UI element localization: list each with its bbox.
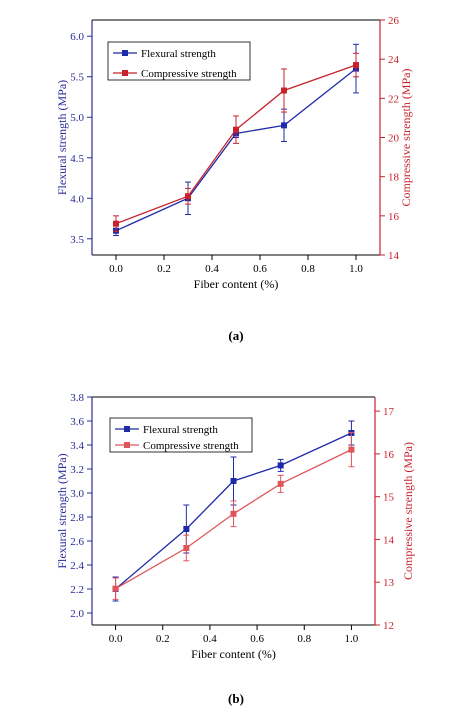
y2-tick-label: 18 — [388, 172, 400, 184]
y-tick-label: 2.4 — [70, 560, 84, 572]
y-tick-label: 3.6 — [70, 416, 84, 428]
chart-panel-b: 0.0 0.2 0.4 0.6 0.8 1.0 2.0 2.2 2.4 2.6 2.8 3.0 3.2 3… — [55, 392, 415, 706]
data-point-compressive — [277, 480, 284, 487]
x-tick-label: 0.6 — [250, 633, 264, 645]
y-tick-label: 4.5 — [70, 153, 84, 165]
y-axis-label: Flexural strength (MPa) — [55, 80, 69, 195]
data-point-flexural — [183, 526, 190, 532]
y-tick-label: 2.0 — [70, 608, 84, 620]
data-point-compressive — [183, 545, 190, 552]
x-axis-label: Fiber content (%) — [191, 647, 276, 661]
data-point-compressive — [353, 62, 359, 69]
data-point-flexural — [281, 122, 287, 129]
x-tick-label: 1.0 — [349, 263, 363, 275]
data-point-compressive — [233, 126, 239, 133]
legend-label: Compressive strength — [143, 440, 239, 452]
y-tick-label: 5.5 — [70, 72, 84, 84]
legend-swatch-marker — [122, 50, 128, 56]
y-tick-label: 3.2 — [70, 464, 84, 476]
y2-tick-label: 16 — [383, 449, 395, 461]
data-point-compressive — [230, 510, 237, 517]
y2-tick-label: 24 — [388, 54, 400, 66]
y2-axis-label: Compressive strength (MPa) — [401, 442, 415, 580]
y2-tick-label: 16 — [388, 211, 400, 223]
y-tick-label: 2.8 — [70, 512, 84, 524]
legend-label: Flexural strength — [143, 424, 218, 436]
data-point-compressive — [281, 87, 287, 94]
y2-tick-label: 15 — [383, 492, 395, 504]
y-tick-label: 2.6 — [70, 536, 84, 548]
legend-swatch-marker — [124, 442, 130, 448]
x-tick-label: 0.8 — [301, 263, 315, 275]
legend: Flexural strength Compressive strength — [107, 41, 251, 81]
x-tick-label: 0.4 — [205, 263, 219, 275]
legend-box — [107, 41, 251, 81]
legend-swatch-marker — [124, 426, 130, 432]
series-line-flexural — [115, 68, 357, 232]
y2-axis-label: Compressive strength (MPa) — [399, 69, 413, 207]
data-point-flexural — [277, 462, 284, 469]
y2-tick-label: 26 — [388, 15, 400, 27]
x-tick-label: 0.0 — [109, 633, 123, 645]
data-point-flexural — [230, 478, 237, 484]
data-point-compressive — [113, 220, 119, 227]
legend-label: Flexural strength — [141, 48, 216, 60]
legend: Flexural strength Compressive strength — [109, 417, 253, 453]
x-tick-label: 0.0 — [109, 263, 123, 275]
chart-panel-a: 0.0 0.2 0.4 0.6 0.8 1.0 3.5 4.0 4.5 5.0 5.5 6.0 14 16… — [55, 15, 413, 343]
y2-tick-label: 14 — [388, 250, 400, 262]
series-line-compressive — [115, 64, 357, 225]
x-tick-label: 0.4 — [203, 633, 217, 645]
y2-tick-label: 14 — [383, 534, 395, 546]
x-axis-label: Fiber content (%) — [194, 277, 279, 291]
y-tick-label: 3.0 — [70, 488, 84, 500]
x-tick-label: 0.2 — [157, 263, 171, 275]
panel-label: (a) — [228, 328, 243, 343]
data-point-compressive — [112, 585, 119, 592]
panel-label: (b) — [228, 691, 244, 706]
y-tick-label: 6.0 — [70, 31, 84, 43]
y-tick-label: 3.8 — [70, 392, 84, 404]
y-tick-label: 5.0 — [70, 112, 84, 124]
legend-swatch-marker — [122, 70, 128, 76]
y-tick-label: 4.0 — [70, 193, 84, 205]
y2-tick-label: 20 — [388, 133, 400, 145]
legend-box — [109, 417, 253, 453]
y2-tick-label: 22 — [388, 93, 399, 105]
x-tick-label: 1.0 — [345, 633, 359, 645]
y2-tick-label: 17 — [383, 406, 395, 418]
y-tick-label: 3.5 — [70, 234, 84, 246]
x-tick-label: 0.2 — [156, 633, 170, 645]
x-tick-label: 0.8 — [297, 633, 311, 645]
legend-label: Compressive strength — [141, 68, 237, 80]
y2-tick-label: 13 — [383, 577, 395, 589]
x-tick-label: 0.6 — [253, 263, 267, 275]
y2-tick-label: 12 — [383, 620, 394, 632]
y-tick-label: 2.2 — [70, 584, 84, 596]
y-tick-label: 3.4 — [70, 440, 84, 452]
data-point-compressive — [348, 446, 355, 453]
data-point-compressive — [185, 193, 191, 200]
y-axis-label: Flexural strength (MPa) — [55, 453, 69, 568]
